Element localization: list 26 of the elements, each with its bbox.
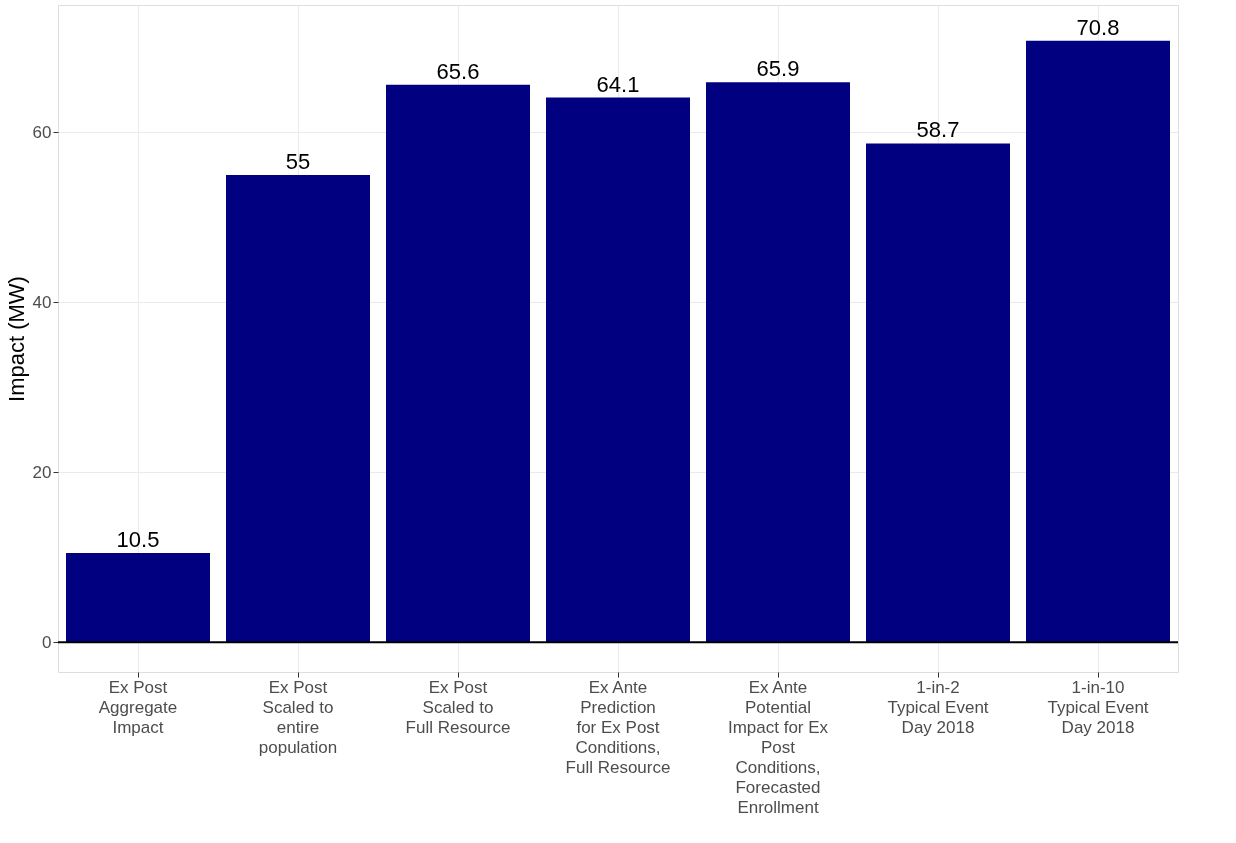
data-label: 65.9 [756,56,800,82]
data-label: 10.5 [116,527,160,553]
bar [706,82,850,643]
bar [386,84,530,643]
y-tick-label: 60 [32,122,52,142]
bar [66,553,210,643]
bar [546,97,690,643]
bar [226,174,370,643]
data-label: 65.6 [436,58,480,84]
bar [866,143,1010,643]
y-tick-label: 40 [32,292,52,312]
x-tick-label: Ex Post Aggregate Impact [98,677,178,737]
x-tick-label: 1-in-2 Typical Event Day 2018 [887,677,989,737]
y-axis-title: Impact (MW) [3,276,29,402]
y-tick-label: 20 [32,462,52,482]
data-label: 70.8 [1076,14,1120,40]
x-tick-label: Ex Ante Prediction for Ex Post Conditions, Full Resource [565,677,671,777]
x-tick-label: Ex Ante Potential Impact for Ex Post Conditions, Forecasted Enrollment [727,677,829,817]
x-tick-label: 1-in-10 Typical Event Day 2018 [1047,677,1149,737]
x-tick-label: Ex Post Scaled to Full Resource [405,677,511,737]
data-label: 64.1 [596,71,640,97]
x-tick-label: Ex Post Scaled to entire population [258,677,338,757]
y-tick-label: 0 [42,632,52,652]
bar [1026,40,1170,643]
data-label: 58.7 [916,117,960,143]
data-label: 55 [285,148,311,174]
